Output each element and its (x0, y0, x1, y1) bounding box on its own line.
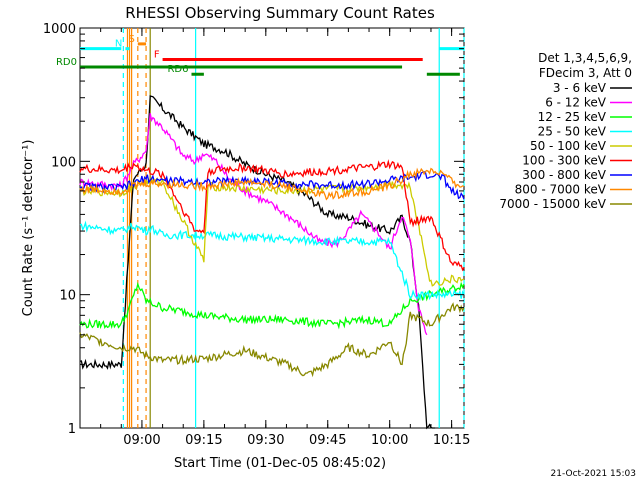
attenuator-bars: SN F RD0 RD6 (56, 34, 464, 76)
series-line (79, 167, 465, 201)
plot-area: SN F RD0 RD6 (56, 27, 465, 430)
y-tick-label: 10 (59, 289, 76, 304)
x-tick-label: 09:00 (123, 433, 160, 448)
vertical-markers (122, 28, 465, 428)
y-tick-label: 100 (51, 155, 76, 170)
x-tick-label: 09:30 (247, 433, 284, 448)
state-bar-label: F (154, 50, 160, 61)
x-tick-label: 09:15 (185, 433, 222, 448)
chart-title: RHESSI Observing Summary Count Rates (125, 4, 435, 22)
legend-entry-label: 800 - 7000 keV (515, 183, 607, 197)
series-line (79, 302, 465, 378)
y-tick-label: 1000 (43, 22, 76, 37)
footer-timestamp: 21-Oct-2021 15:03 (551, 469, 636, 479)
series-lines (79, 95, 465, 430)
legend-entry-label: 25 - 50 keV (538, 125, 607, 139)
state-bar-label: RD0 (56, 57, 77, 68)
legend-entry-label: 7000 - 15000 keV (499, 197, 606, 211)
legend-entry-label: 6 - 12 keV (545, 96, 607, 110)
x-tick-label: 10:00 (371, 433, 408, 448)
legend-entry-label: 3 - 6 keV (553, 81, 607, 95)
series-line (79, 113, 428, 336)
series-line (79, 95, 436, 430)
x-tick-label: 10:15 (433, 433, 470, 448)
x-axis-label: Start Time (01-Dec-05 08:45:02) (174, 456, 386, 471)
legend: Det 1,3,4,5,6,9, FDecim 3, Att 0 3 - 6 k… (499, 51, 632, 211)
y-axis-label: Count Rate (s⁻¹ detector⁻¹) (21, 140, 36, 317)
y-axis: 1 10 100 1000 (43, 22, 464, 437)
legend-entry-label: 12 - 25 keV (538, 110, 607, 124)
series-line (79, 281, 465, 330)
state-bar-label: S (128, 34, 134, 45)
x-tick-label: 09:45 (309, 433, 346, 448)
state-bar-label: N (115, 39, 122, 50)
series-line (79, 159, 465, 272)
series-line (79, 220, 465, 302)
y-tick-label: 1 (68, 422, 76, 437)
legend-entry-label: 300 - 800 keV (522, 168, 606, 182)
state-bar-label: RD6 (167, 64, 188, 75)
legend-entry-label: 100 - 300 keV (522, 154, 606, 168)
legend-header-line-2: FDecim 3, Att 0 (539, 66, 632, 80)
legend-header-line-1: Det 1,3,4,5,6,9, (538, 51, 632, 65)
x-axis: 09:00 09:15 09:30 09:45 10:00 10:15 (79, 28, 470, 448)
legend-entry-label: 50 - 100 keV (530, 139, 607, 153)
